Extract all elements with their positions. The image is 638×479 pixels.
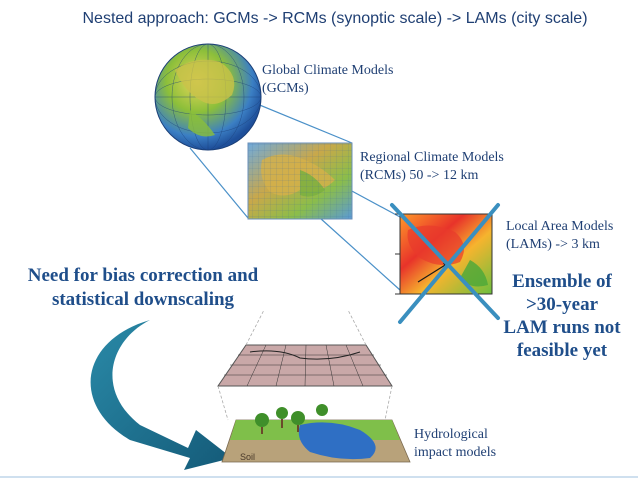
lam-label: Local Area Models (LAMs) -> 3 km xyxy=(506,218,613,254)
grid-layer xyxy=(217,344,393,387)
hydro-label: Hydrological impact models xyxy=(414,426,496,462)
gcm-label-line1: Global Climate Models xyxy=(262,63,394,78)
bias-line1: Need for bias correction and xyxy=(27,265,259,286)
soil-label: Soil xyxy=(240,452,256,462)
hydro-landscape xyxy=(221,404,411,463)
curved-arrow xyxy=(90,320,232,470)
rcm-lam-connectors xyxy=(319,189,401,291)
projection-lines xyxy=(217,309,393,421)
ensemble-line4: feasible yet xyxy=(516,340,608,361)
ensemble-line1: Ensemble of xyxy=(512,271,612,292)
rcm-label-line2: (RCMs) 50 -> 12 km xyxy=(360,168,479,183)
gcm-globe xyxy=(154,43,262,151)
hydro-label-line1: Hydrological xyxy=(414,427,488,442)
lam-label-line1: Local Area Models xyxy=(506,219,614,234)
ensemble-note: Ensemble of >30-year LAM runs not feasib… xyxy=(492,270,632,362)
rcm-map xyxy=(247,142,353,220)
hydro-label-line2: impact models xyxy=(414,445,497,460)
ensemble-line2: >30-year xyxy=(525,294,599,315)
ensemble-line3: LAM runs not xyxy=(503,317,621,338)
lam-label-line2: (LAMs) -> 3 km xyxy=(506,237,600,252)
cross-out-mark xyxy=(390,203,500,324)
rcm-label: Regional Climate Models (RCMs) 50 -> 12 … xyxy=(360,149,504,185)
gcm-label: Global Climate Models (GCMs) xyxy=(262,62,393,98)
page-title: Nested approach: GCMs -> RCMs (synoptic … xyxy=(82,10,588,27)
bias-correction-note: Need for bias correction and statistical… xyxy=(8,264,278,312)
gcm-label-line2: (GCMs) xyxy=(262,81,309,96)
rcm-label-line1: Regional Climate Models xyxy=(360,150,504,165)
bias-line2: statistical downscaling xyxy=(51,289,235,310)
